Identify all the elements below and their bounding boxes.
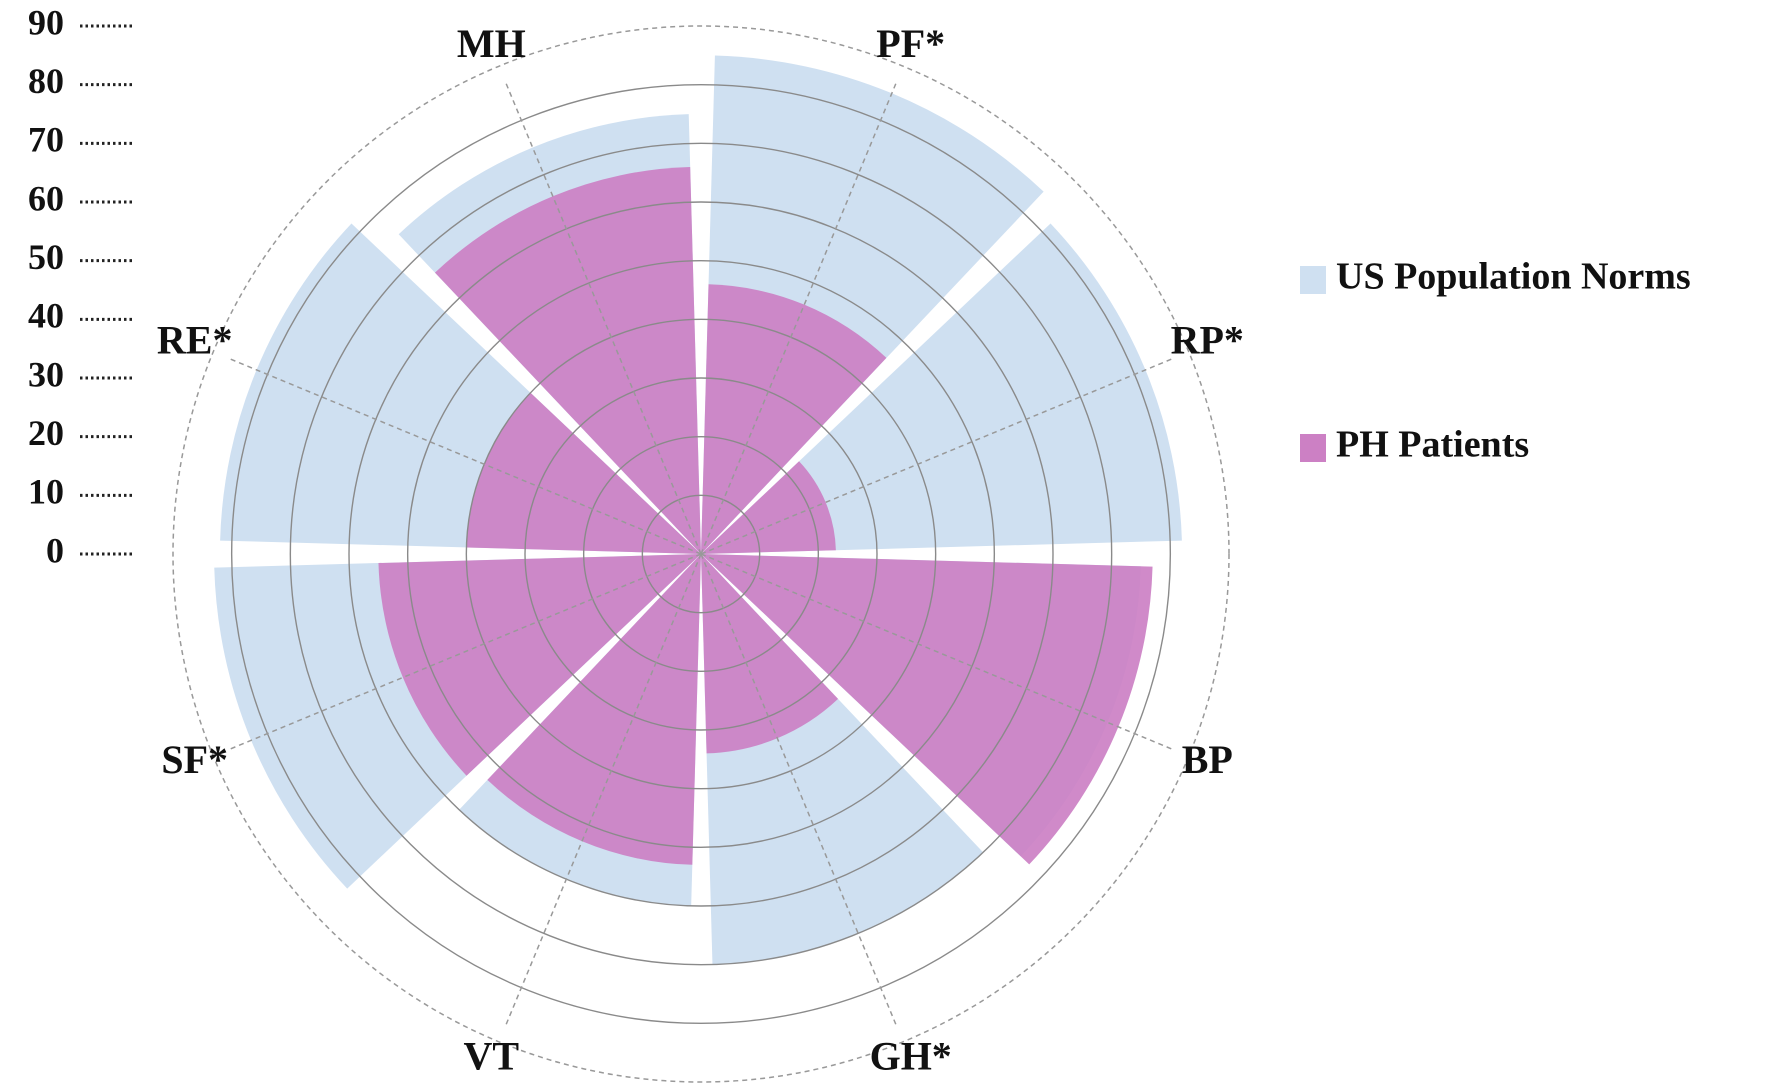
grid-ring (289, 142, 1113, 966)
legend-label: PH Patients (1336, 424, 1529, 466)
y-tick-label: 60 (28, 178, 64, 218)
sector (701, 554, 839, 754)
spoke (700, 553, 897, 1026)
y-tick-label: 50 (28, 237, 64, 277)
sector (701, 223, 1182, 555)
y-tick-label: 90 (28, 2, 64, 42)
y-tick-label: 40 (28, 296, 64, 336)
category-label: VT (464, 1033, 520, 1078)
grid-ring (230, 83, 1172, 1025)
y-tick-label: 10 (28, 472, 64, 512)
grid-ring (406, 259, 996, 849)
grid-ring (524, 377, 878, 731)
y-tick-label: 70 (28, 120, 64, 160)
spoke (700, 553, 1173, 750)
spoke (505, 553, 702, 1026)
category-label: RP* (1171, 317, 1244, 362)
sector (466, 392, 701, 554)
spoke (229, 358, 702, 555)
category-label: MH (457, 21, 526, 66)
y-tick-label: 20 (28, 413, 64, 453)
grid-ring (582, 435, 820, 673)
spoke (505, 82, 702, 555)
y-tick-label: 30 (28, 354, 64, 394)
category-label: PF* (876, 21, 945, 66)
spoke (229, 553, 702, 750)
legend-swatch (1300, 266, 1326, 294)
category-label: GH* (870, 1033, 952, 1078)
grid-ring (172, 25, 1230, 1083)
sector (487, 554, 701, 865)
category-label: SF* (161, 737, 228, 782)
category-label: RE* (157, 317, 233, 362)
y-tick-label: 0 (46, 530, 64, 570)
legend-label: US Population Norms (1336, 256, 1691, 298)
y-tick-label: 80 (28, 61, 64, 101)
grid-ring (641, 494, 761, 614)
spoke (700, 82, 897, 555)
legend-swatch (1300, 434, 1326, 462)
grid-ring (348, 201, 1054, 907)
grid-ring (465, 318, 937, 790)
spoke (700, 358, 1173, 555)
sector (701, 284, 887, 554)
sector (701, 461, 836, 554)
category-label: BP (1182, 737, 1233, 782)
